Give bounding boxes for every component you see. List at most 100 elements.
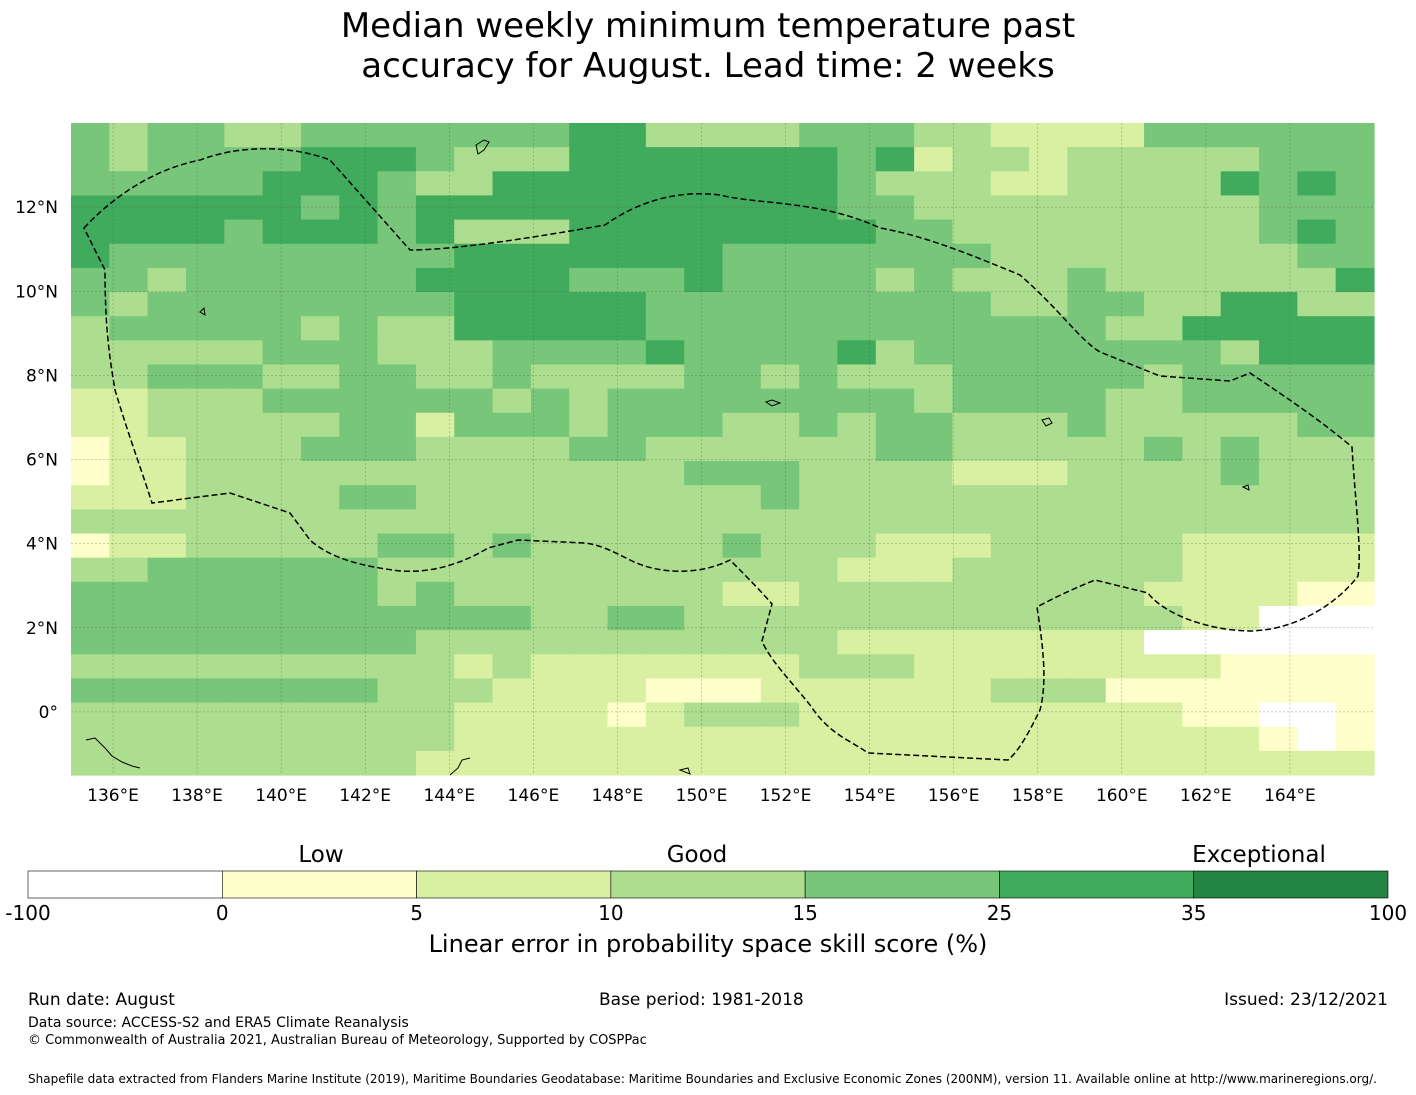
grid-cell xyxy=(109,219,149,245)
grid-cell xyxy=(147,581,187,607)
grid-cell xyxy=(1067,533,1107,559)
grid-cell xyxy=(569,147,609,172)
grid-cell xyxy=(1105,509,1145,535)
grid-cell xyxy=(569,292,609,317)
grid-cell xyxy=(1259,702,1298,728)
colorbar-label: Linear error in probability space skill … xyxy=(428,930,988,958)
grid-cell xyxy=(722,605,762,631)
grid-cell xyxy=(1067,750,1107,776)
grid-cell xyxy=(1067,654,1107,680)
grid-cell xyxy=(492,485,532,510)
grid-cell xyxy=(377,436,417,462)
grid-cell xyxy=(760,509,800,535)
grid-cell xyxy=(300,340,340,366)
grid-cell xyxy=(1067,630,1107,655)
grid-cell xyxy=(109,485,149,510)
grid-cell xyxy=(415,219,455,245)
grid-cell xyxy=(224,195,264,221)
grid-cell xyxy=(1297,581,1337,607)
grid-cell xyxy=(492,436,532,462)
grid-cell xyxy=(1259,533,1298,559)
grid-cell xyxy=(645,605,685,631)
grid-cell xyxy=(1259,123,1298,148)
grid-cell xyxy=(1259,243,1298,269)
grid-cell xyxy=(71,436,110,462)
grid-cell xyxy=(530,267,570,293)
grid-cell xyxy=(224,702,264,728)
grid-cell xyxy=(1335,605,1375,631)
grid-cell xyxy=(760,533,800,559)
grid-cell xyxy=(530,533,570,559)
grid-cell xyxy=(990,581,1030,607)
grid-cell xyxy=(1144,557,1183,583)
grid-cell xyxy=(1297,292,1337,317)
grid-cell xyxy=(914,533,954,559)
longitude-tick-label: 156°E xyxy=(928,786,980,806)
grid-cell xyxy=(224,147,264,172)
grid-cell xyxy=(415,436,455,462)
grid-cell xyxy=(530,630,570,655)
grid-cell xyxy=(990,557,1030,583)
grid-cell xyxy=(569,436,609,462)
grid-cell xyxy=(109,267,149,293)
grid-cell xyxy=(262,750,302,776)
grid-cell xyxy=(1182,461,1222,486)
grid-cell xyxy=(492,364,532,390)
grid-cell xyxy=(645,364,685,390)
grid-cell xyxy=(224,171,264,197)
grid-cell xyxy=(415,726,455,752)
grid-cell xyxy=(1259,750,1298,776)
grid-cell xyxy=(300,750,340,776)
run-date: Run date: August xyxy=(28,990,175,1010)
grid-cell xyxy=(339,630,379,655)
grid-cell xyxy=(1144,726,1183,752)
grid-cell xyxy=(1297,436,1337,462)
grid-cell xyxy=(492,267,532,293)
grid-cell xyxy=(837,678,877,704)
grid-cell xyxy=(1220,243,1260,269)
island-coast xyxy=(449,757,471,776)
grid-cell xyxy=(1105,533,1145,559)
grid-cell xyxy=(262,605,302,631)
grid-cell xyxy=(1182,292,1222,317)
grid-cell xyxy=(952,388,992,414)
grid-cell xyxy=(607,461,647,486)
grid-cell xyxy=(684,219,724,245)
grid-cell xyxy=(147,533,187,559)
grid-cell xyxy=(799,678,839,704)
grid-cell xyxy=(990,195,1030,221)
grid-cell xyxy=(377,219,417,245)
grid-cell xyxy=(377,654,417,680)
grid-cell xyxy=(147,292,187,317)
grid-cell xyxy=(875,557,915,583)
grid-cell xyxy=(684,581,724,607)
grid-cell xyxy=(722,533,762,559)
grid-cell xyxy=(914,485,954,510)
grid-cell xyxy=(914,581,954,607)
grid-cell xyxy=(1067,267,1107,293)
grid-cell xyxy=(760,412,800,438)
grid-cell xyxy=(952,267,992,293)
grid-cell xyxy=(684,605,724,631)
grid-cell xyxy=(185,292,225,317)
grid-cell xyxy=(990,605,1030,631)
grid-cell xyxy=(1067,123,1107,148)
longitude-tick-label: 162°E xyxy=(1180,786,1232,806)
grid-cell xyxy=(530,654,570,680)
grid-cell xyxy=(684,316,724,341)
grid-cell xyxy=(1029,750,1069,776)
grid-cell xyxy=(914,123,954,148)
grid-cell xyxy=(492,509,532,535)
grid-cell xyxy=(454,436,494,462)
title-line-2: accuracy for August. Lead time: 2 weeks xyxy=(361,46,1055,86)
grid-cell xyxy=(837,509,877,535)
grid-cell xyxy=(875,605,915,631)
grid-cell xyxy=(1144,123,1183,148)
grid-cell xyxy=(952,195,992,221)
grid-cell xyxy=(799,316,839,341)
grid-cell xyxy=(837,605,877,631)
grid-cell xyxy=(684,147,724,172)
grid-cell xyxy=(454,630,494,655)
grid-cell xyxy=(492,243,532,269)
grid-cell xyxy=(300,581,340,607)
